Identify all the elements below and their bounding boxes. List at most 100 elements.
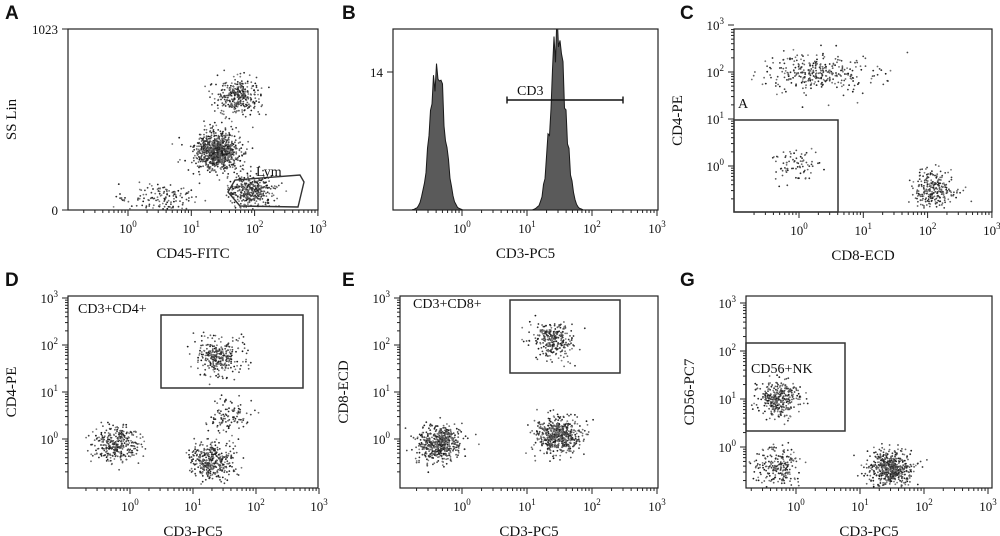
event-dot (231, 128, 234, 131)
event-dot (543, 330, 546, 332)
events-group (112, 69, 288, 210)
event-dot (223, 363, 226, 366)
event-dot (264, 201, 267, 204)
event-dot (553, 345, 556, 347)
event-dot (252, 100, 255, 103)
event-dot (241, 88, 244, 91)
event-dot (221, 102, 224, 104)
event-dot (583, 453, 585, 456)
event-dot (199, 152, 202, 155)
event-dot (528, 320, 531, 323)
event-dot (251, 85, 254, 87)
event-dot (220, 414, 223, 417)
event-dot (546, 360, 548, 362)
event-dot (208, 360, 210, 362)
event-dot (838, 59, 841, 61)
event-dot (118, 447, 121, 449)
event-dot (248, 179, 250, 182)
event-dot (265, 195, 268, 198)
event-dot (138, 188, 141, 191)
event-dot (257, 203, 260, 206)
event-dot (199, 443, 202, 446)
event-dot (788, 78, 790, 80)
event-dot (202, 464, 205, 467)
event-dot (226, 166, 229, 169)
event-dot (775, 82, 777, 84)
event-dot (931, 181, 934, 184)
event-dot (228, 145, 231, 148)
event-dot (937, 190, 940, 193)
event-dot (431, 447, 434, 450)
event-dot (238, 149, 241, 152)
plot-frame (67, 28, 319, 211)
event-dot (221, 375, 224, 378)
event-dot (805, 151, 808, 154)
event-dot (570, 413, 572, 416)
event-dot (562, 328, 565, 330)
event-dot (448, 441, 450, 444)
event-dot (238, 109, 240, 112)
event-dot (223, 415, 226, 417)
event-dot (956, 191, 958, 194)
event-dot (255, 197, 258, 199)
event-dot (929, 195, 932, 198)
event-dot (789, 150, 791, 153)
event-dot (225, 101, 227, 104)
event-dot (250, 87, 253, 90)
event-dot (849, 61, 852, 63)
event-dot (213, 448, 215, 450)
event-dot (122, 438, 124, 440)
event-dot (240, 192, 243, 194)
event-dot (200, 441, 203, 443)
panel-letter: B (342, 3, 356, 24)
event-dot (438, 449, 440, 452)
event-dot (222, 163, 225, 166)
event-dot (224, 117, 227, 120)
event-dot (446, 431, 449, 434)
event-dot (420, 434, 423, 437)
event-dot (937, 194, 939, 197)
event-dot (220, 352, 222, 354)
event-dot (227, 141, 230, 144)
event-dot (943, 199, 946, 202)
event-dot (266, 186, 268, 189)
event-dot (811, 160, 813, 163)
event-dot (845, 73, 847, 75)
event-dot (109, 439, 112, 442)
event-dot (180, 187, 183, 190)
event-dot (423, 444, 426, 447)
event-dot (207, 141, 210, 144)
event-dot (553, 428, 556, 431)
event-dot (801, 157, 803, 160)
event-dot (569, 362, 572, 365)
event-dot (211, 164, 214, 167)
event-dot (220, 410, 222, 413)
event-dot (776, 93, 778, 96)
event-dot (230, 354, 233, 357)
event-dot (251, 126, 254, 129)
event-dot (800, 153, 803, 155)
event-dot (236, 360, 239, 363)
event-dot (202, 150, 205, 153)
event-dot (216, 350, 218, 352)
event-dot (815, 69, 817, 72)
event-dot (449, 451, 452, 454)
y-tick-label: 102 (707, 63, 725, 80)
event-dot (853, 84, 856, 87)
event-dot (239, 202, 242, 205)
event-dot (870, 77, 873, 80)
event-dot (777, 83, 779, 86)
event-dot (113, 458, 116, 460)
event-dot (242, 188, 245, 191)
event-dot (125, 437, 127, 439)
event-dot (237, 92, 240, 95)
event-dot (549, 440, 552, 443)
event-dot (231, 144, 234, 147)
event-dot (831, 65, 834, 67)
event-dot (852, 88, 855, 91)
event-dot (242, 100, 245, 103)
event-dot (254, 184, 257, 187)
event-dot (231, 340, 234, 342)
event-dot (539, 423, 542, 426)
